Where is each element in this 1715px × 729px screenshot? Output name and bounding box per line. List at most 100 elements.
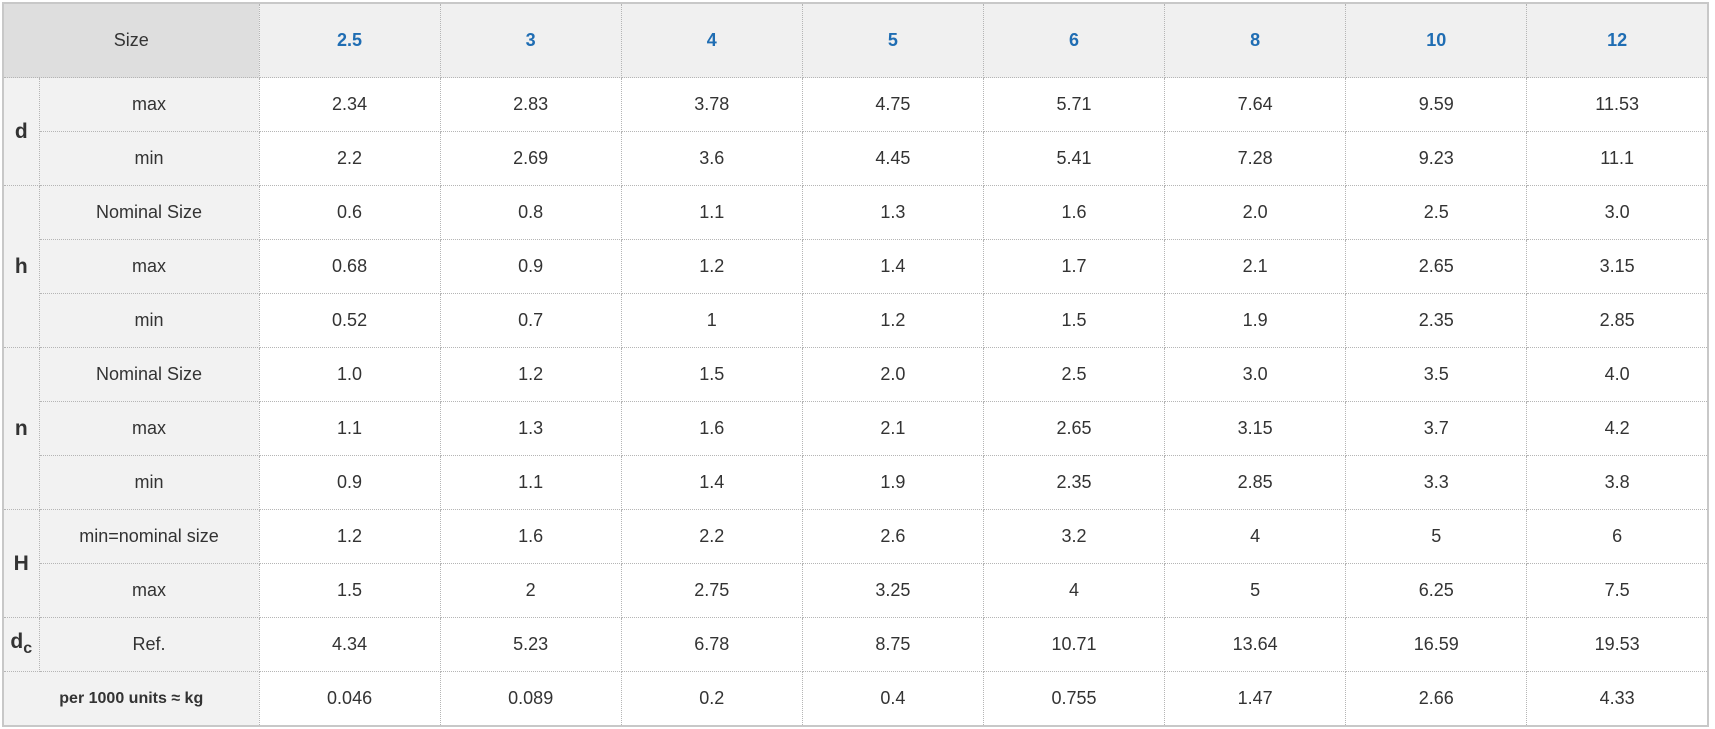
value-cell: 2.83: [439, 77, 622, 132]
value-cell: 2.69: [439, 131, 622, 186]
size-column-header: 8: [1164, 2, 1347, 78]
group-label: H: [2, 509, 40, 618]
value-cell: 3.6: [620, 131, 803, 186]
value-cell: 5.23: [439, 617, 622, 672]
group-label: d: [2, 77, 40, 186]
value-cell: 1.1: [439, 455, 622, 510]
size-column-header: 12: [1526, 2, 1709, 78]
value-cell: 3.7: [1345, 401, 1528, 456]
table-row: d max 2.34 2.83 3.78 4.75 5.71 7.64 9.59 11.53: [2, 77, 1709, 186]
value-cell: 3.2: [982, 509, 1166, 564]
value-cell: 1.4: [801, 239, 984, 294]
row-label: Ref.: [38, 617, 260, 672]
value-cell: 2.0: [1164, 185, 1347, 240]
size-column-header: 4: [620, 2, 803, 78]
value-cell: 0.8: [439, 185, 622, 240]
value-cell: 4.75: [801, 77, 984, 132]
group-subscript: c: [23, 640, 33, 658]
value-cell: 16.59: [1345, 617, 1528, 672]
value-cell: 2.85: [1164, 455, 1347, 510]
value-cell: 10.71: [982, 617, 1166, 672]
value-cell: 3.3: [1345, 455, 1528, 510]
value-cell: 13.64: [1164, 617, 1347, 672]
value-cell: 1.5: [982, 293, 1166, 348]
value-cell: 11.53: [1526, 77, 1709, 132]
value-cell: 0.6: [258, 185, 441, 240]
value-cell: 5: [1164, 563, 1347, 618]
value-cell: 0.9: [258, 455, 441, 510]
value-cell: 3.8: [1526, 455, 1709, 510]
size-column-header: 3: [439, 2, 622, 78]
value-cell: 2.65: [1345, 239, 1528, 294]
value-cell: 7.64: [1164, 77, 1347, 132]
value-cell: 2: [439, 563, 622, 618]
value-cell: 2.66: [1345, 671, 1528, 727]
value-cell: 19.53: [1526, 617, 1709, 672]
value-cell: 8.75: [801, 617, 984, 672]
value-cell: 4.2: [1526, 401, 1709, 456]
row-label: min=nominal size: [38, 509, 260, 564]
value-cell: 7.5: [1526, 563, 1709, 618]
value-cell: 1.9: [801, 455, 984, 510]
group-symbol: h: [14, 254, 28, 278]
table-row: h Nominal Size 0.6 0.8 1.1 1.3 1.6 2.0 2.5 3.0: [2, 185, 1709, 348]
value-cell: 3.25: [801, 563, 984, 618]
value-cell: 2.2: [258, 131, 441, 186]
value-cell: 0.046: [258, 671, 441, 727]
value-cell: 1.6: [982, 185, 1166, 240]
value-cell: 1.1: [620, 185, 803, 240]
value-cell: 2.6: [801, 509, 984, 564]
value-cell: 6: [1526, 509, 1709, 564]
row-label: min: [38, 131, 260, 186]
table-row: min 0.9 1.1 1.4 1.9 2.35 2.85 3.3 3.8: [3, 455, 1709, 510]
value-cell: 1.5: [620, 347, 803, 402]
value-cell: 2.1: [801, 401, 984, 456]
value-cell: 5: [1345, 509, 1528, 564]
value-cell: 1.3: [801, 185, 984, 240]
value-cell: 3.0: [1526, 185, 1709, 240]
row-label: max: [38, 401, 260, 456]
table-row: max 1.5 2 2.75 3.25 4 5 6.25 7.5: [3, 563, 1709, 618]
value-cell: 4: [1164, 509, 1347, 564]
value-cell: 1.4: [620, 455, 803, 510]
value-cell: 4.34: [258, 617, 441, 672]
value-cell: 2.5: [982, 347, 1166, 402]
value-cell: 2.0: [801, 347, 984, 402]
value-cell: 9.59: [1345, 77, 1528, 132]
row-label: min: [38, 293, 260, 348]
row-label: max: [38, 77, 260, 132]
table-row: n Nominal Size 1.0 1.2 1.5 2.0 2.5 3.0 3.5 4.0: [2, 347, 1709, 510]
value-cell: 1.47: [1164, 671, 1347, 727]
value-cell: 5.41: [982, 131, 1166, 186]
value-cell: 1.2: [258, 509, 441, 564]
value-cell: 3.0: [1164, 347, 1347, 402]
value-cell: 2.35: [982, 455, 1166, 510]
group-label: dc: [2, 617, 40, 672]
size-column-header: 10: [1345, 2, 1528, 78]
value-cell: 2.2: [620, 509, 803, 564]
value-cell: 3.78: [620, 77, 803, 132]
row-label: min: [38, 455, 260, 510]
value-cell: 1.5: [258, 563, 441, 618]
value-cell: 0.7: [439, 293, 622, 348]
table-row: max 1.1 1.3 1.6 2.1 2.65 3.15 3.7 4.2: [3, 401, 1709, 456]
row-label: max: [38, 239, 260, 294]
group-symbol: d: [14, 119, 28, 143]
value-cell: 4.0: [1526, 347, 1709, 402]
value-cell: 2.85: [1526, 293, 1709, 348]
value-cell: 1.9: [1164, 293, 1347, 348]
header-row: Size 2.5 3 4 5 6 8 10 12: [2, 2, 1709, 78]
value-cell: 1.2: [439, 347, 622, 402]
table-row: min 0.52 0.7 1 1.2 1.5 1.9 2.35 2.85: [3, 293, 1709, 348]
size-column-header: 5: [801, 2, 984, 78]
table-row: per 1000 units ≈ kg 0.046 0.089 0.2 0.4 0.755…: [2, 671, 1709, 727]
group-label: n: [2, 347, 40, 510]
value-cell: 3.15: [1164, 401, 1347, 456]
row-label: max: [38, 563, 260, 618]
table-row: max 0.68 0.9 1.2 1.4 1.7 2.1 2.65 3.15: [3, 239, 1709, 294]
value-cell: 0.4: [801, 671, 984, 727]
value-cell: 2.5: [1345, 185, 1528, 240]
table-row: dc Ref. 4.34 5.23 6.78 8.75 10.71 13.64 16.59 19.…: [2, 617, 1709, 672]
value-cell: 0.755: [982, 671, 1166, 727]
